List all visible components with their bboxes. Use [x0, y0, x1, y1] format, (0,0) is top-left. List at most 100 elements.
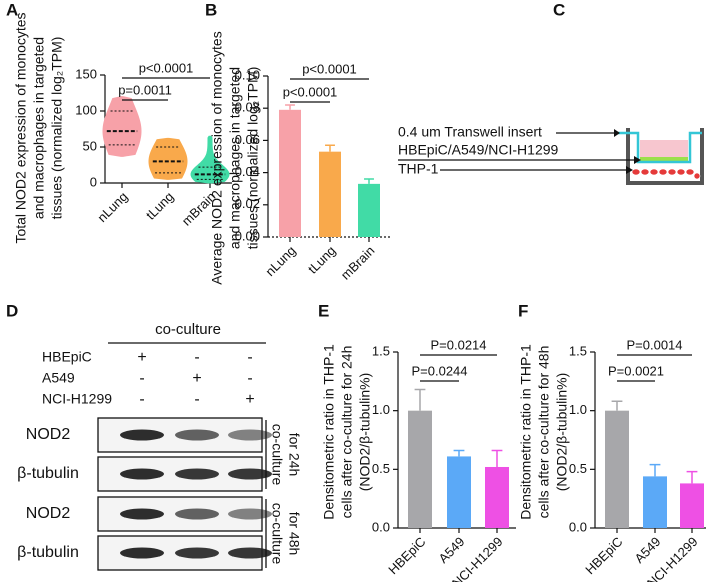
- row-label: β-tubulin: [17, 544, 79, 561]
- significance-label: p<0.0001: [302, 61, 357, 76]
- diagram-label: 0.4 um Transwell insert: [398, 124, 542, 140]
- y-tick-label: 0.02: [235, 196, 260, 211]
- y-axis-label: Average NOD2 expression of monocytes: [209, 31, 225, 284]
- condition-mark: -: [139, 391, 144, 408]
- blot-band: [175, 508, 219, 520]
- condition-mark: +: [245, 391, 254, 408]
- group-label: for 24h: [286, 433, 302, 477]
- y-axis-label: and macrophages in targeted: [31, 37, 47, 219]
- error-bar: [285, 104, 295, 110]
- y-axis-label: and macrophages in targeted: [227, 67, 243, 249]
- y-axis-label: (NOD2/β-tubulin%): [554, 373, 570, 492]
- error-bar: [325, 144, 335, 152]
- y-tick-label: 1.0: [372, 402, 390, 417]
- significance-label: p<0.0001: [139, 60, 194, 75]
- significance-label: p=0.0011: [118, 82, 172, 97]
- condition-mark: +: [137, 349, 146, 366]
- panel-letter: A: [6, 0, 18, 19]
- x-tick-label: mBrain: [338, 243, 378, 283]
- row-label: β-tubulin: [17, 465, 79, 482]
- y-tick-label: 1.5: [372, 343, 390, 358]
- blot-band: [120, 429, 164, 441]
- bar: [485, 466, 509, 528]
- arrow-head: [634, 156, 641, 164]
- violin: [102, 96, 142, 157]
- condition-label: NCI-H1299: [42, 391, 112, 407]
- bar: [680, 483, 704, 528]
- condition-mark: -: [247, 349, 252, 366]
- x-tick-label: HBEpiC: [582, 534, 625, 577]
- y-tick-label: 0.0: [372, 519, 390, 534]
- condition-mark: -: [194, 349, 199, 366]
- y-tick-label: 0.5: [569, 461, 587, 476]
- epithelial-cells: [640, 157, 688, 161]
- y-axis-label: Total NOD2 expression of monocytes: [13, 12, 29, 243]
- bar: [408, 410, 432, 528]
- y-tick-label: 1.5: [569, 343, 587, 358]
- x-tick-label: A549: [631, 534, 663, 566]
- error-bar: [686, 470, 698, 484]
- panel-letter: F: [518, 301, 528, 320]
- y-tick-label: 0.0: [569, 519, 587, 534]
- bar: [605, 410, 629, 528]
- condition-label: A549: [42, 370, 75, 386]
- x-tick-label: HBEpiC: [385, 534, 428, 577]
- x-tick-label: nLung: [262, 243, 298, 279]
- y-tick-label: 0.5: [372, 461, 390, 476]
- blot-band: [228, 547, 272, 559]
- y-axis-label: cells after co-culture for 48h: [536, 346, 552, 519]
- blot: HBEpiC + - - A549 - + - NCI-H1299 - - + NOD2 β-tubuli…: [17, 349, 302, 571]
- insert: [618, 131, 702, 164]
- y-axis-label: Densitometric ratio in THP-1: [518, 344, 534, 520]
- bar: [643, 476, 667, 528]
- y-tick-label: 0.08: [235, 100, 260, 115]
- x-tick-label: nLung: [94, 189, 130, 225]
- row-label: NOD2: [26, 426, 71, 443]
- group-label: for 48h: [286, 512, 302, 556]
- outer-well: [626, 128, 704, 185]
- x-tick-label: tLung: [305, 243, 339, 277]
- violin: [190, 135, 230, 184]
- medium: [640, 140, 688, 158]
- group-label: co-culture: [269, 424, 285, 486]
- condition-mark: -: [247, 370, 252, 387]
- y-axis-label: Densitometric ratio in THP-1: [321, 344, 337, 520]
- arrow-head: [626, 166, 633, 174]
- condition-mark: +: [192, 370, 201, 387]
- bar: [319, 151, 341, 237]
- bar: [358, 183, 380, 237]
- y-axis-label: tissues (normalized log₂TPM): [49, 37, 65, 220]
- panel-letter: C: [553, 0, 565, 19]
- significance-label: P=0.0021: [608, 363, 664, 378]
- blot-band: [228, 429, 272, 441]
- blot-band: [175, 429, 219, 441]
- blot-band: [175, 547, 219, 559]
- panel-letter: D: [6, 301, 18, 320]
- significance-label: p<0.0001: [283, 84, 338, 99]
- panel-letter: E: [318, 301, 329, 320]
- error-bar: [611, 400, 623, 411]
- y-tick-label: 0.06: [235, 132, 260, 147]
- y-tick-label: 0.10: [235, 67, 260, 82]
- y-tick-label: 0.04: [235, 164, 260, 179]
- bar: [279, 109, 301, 237]
- arrow-head: [614, 129, 620, 137]
- error-bar: [649, 463, 661, 477]
- bar: [447, 456, 471, 528]
- error-bar: [491, 449, 503, 467]
- condition-label: HBEpiC: [42, 349, 92, 365]
- condition-mark: -: [139, 370, 144, 387]
- y-axis-label: cells after co-culture for 24h: [339, 346, 355, 519]
- thp1-cells: [631, 168, 701, 180]
- y-tick-label: 0: [90, 174, 97, 189]
- panel-letter: B: [205, 0, 217, 19]
- x-tick-label: A549: [435, 534, 467, 566]
- significance-label: P=0.0214: [430, 337, 486, 352]
- blot-band: [120, 547, 164, 559]
- blot-band: [228, 508, 272, 520]
- significance-label: P=0.0014: [626, 337, 682, 352]
- row-label: NOD2: [26, 505, 71, 522]
- transwell-diagram: [398, 128, 704, 185]
- diagram-label: HBEpiC/A549/NCI-H1299: [398, 142, 559, 158]
